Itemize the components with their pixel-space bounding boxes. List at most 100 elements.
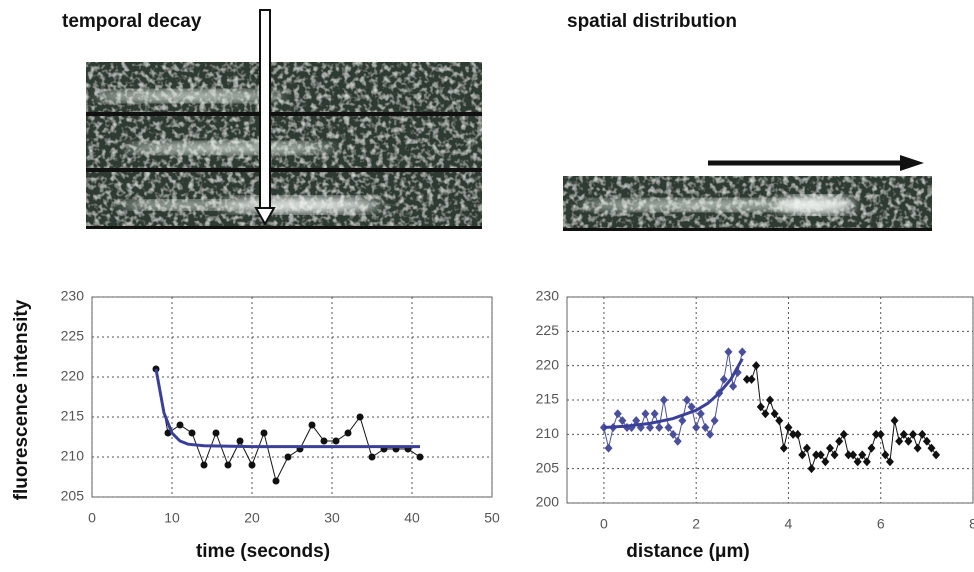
data-point (320, 437, 328, 445)
data-point (747, 374, 756, 384)
data-point (761, 409, 770, 419)
data-point (706, 429, 715, 439)
x-axis-label: distance (μm) (626, 541, 750, 562)
data-point (821, 457, 830, 467)
x-tick-label: 6 (877, 516, 885, 532)
data-point (613, 409, 622, 419)
data-point (729, 381, 738, 391)
data-point (793, 429, 802, 439)
data-point (655, 422, 664, 432)
y-tick-label: 215 (536, 391, 560, 407)
x-tick-label: 10 (164, 510, 180, 526)
data-point (272, 477, 280, 485)
data-point (770, 409, 779, 419)
data-point (710, 416, 719, 426)
y-tick-label: 225 (536, 322, 560, 338)
data-point (756, 402, 765, 412)
data-point (344, 429, 352, 437)
data-point (224, 461, 232, 469)
data-point (918, 429, 927, 439)
data-point (650, 409, 659, 419)
data-point (881, 450, 890, 460)
data-point (858, 450, 867, 460)
y-tick-label: 200 (536, 494, 560, 510)
data-point (816, 450, 825, 460)
y-axis-label: fluorescence intensity (11, 299, 32, 500)
data-point (775, 416, 784, 426)
data-point (899, 429, 908, 439)
data-point (904, 436, 913, 446)
x-tick-label: 2 (692, 516, 700, 532)
data-point (895, 436, 904, 446)
data-point (742, 374, 751, 384)
x-tick-label: 50 (484, 510, 500, 526)
x-tick-label: 40 (404, 510, 420, 526)
data-point (669, 429, 678, 439)
data-point (604, 443, 613, 453)
data-point (922, 436, 931, 446)
series-line (603, 358, 744, 429)
data-point (812, 450, 821, 460)
data-point (835, 436, 844, 446)
x-tick-label: 0 (88, 510, 96, 526)
data-point (798, 450, 807, 460)
data-point (332, 437, 340, 445)
x-tick-label: 8 (969, 516, 974, 532)
data-point (659, 395, 668, 405)
y-tick-label: 230 (61, 288, 85, 304)
data-point (853, 457, 862, 467)
data-point (248, 461, 256, 469)
x-tick-label: 0 (600, 516, 608, 532)
data-point (724, 347, 733, 357)
data-point (212, 429, 220, 437)
data-point (789, 429, 798, 439)
x-tick-label: 20 (244, 510, 260, 526)
data-point (927, 443, 936, 453)
data-point (641, 409, 650, 419)
data-point (368, 453, 376, 461)
y-tick-label: 220 (536, 356, 560, 372)
data-point (839, 429, 848, 439)
y-tick-label: 210 (61, 448, 85, 464)
data-point (802, 443, 811, 453)
data-point (909, 429, 918, 439)
data-point (687, 402, 696, 412)
y-tick-label: 210 (536, 425, 560, 441)
data-point (260, 429, 268, 437)
data-point (646, 422, 655, 432)
y-tick-label: 205 (536, 459, 560, 475)
data-point (830, 450, 839, 460)
x-axis-label: time (seconds) (196, 541, 330, 562)
data-point (779, 443, 788, 453)
data-point (885, 457, 894, 467)
data-point (890, 416, 899, 426)
data-point (719, 374, 728, 384)
data-point (692, 422, 701, 432)
data-point (849, 450, 858, 460)
x-tick-label: 4 (785, 516, 793, 532)
data-point (632, 416, 641, 426)
profile-image (563, 155, 932, 231)
data-point (862, 457, 871, 467)
panel-title: temporal decay (62, 11, 202, 32)
data-point (618, 416, 627, 426)
data-point (696, 409, 705, 419)
data-point (701, 422, 710, 432)
data-point (738, 347, 747, 357)
data-point (872, 429, 881, 439)
y-tick-label: 225 (61, 328, 85, 344)
data-point (932, 450, 941, 460)
data-point (200, 461, 208, 469)
data-point (825, 443, 834, 453)
y-tick-label: 220 (61, 368, 85, 384)
data-point (876, 429, 885, 439)
data-point (176, 421, 184, 429)
y-tick-label: 205 (61, 488, 85, 504)
data-point (236, 437, 244, 445)
x-tick-label: 30 (324, 510, 340, 526)
data-point (673, 436, 682, 446)
data-point (416, 453, 424, 461)
plot-area (91, 296, 493, 498)
data-point (913, 443, 922, 453)
